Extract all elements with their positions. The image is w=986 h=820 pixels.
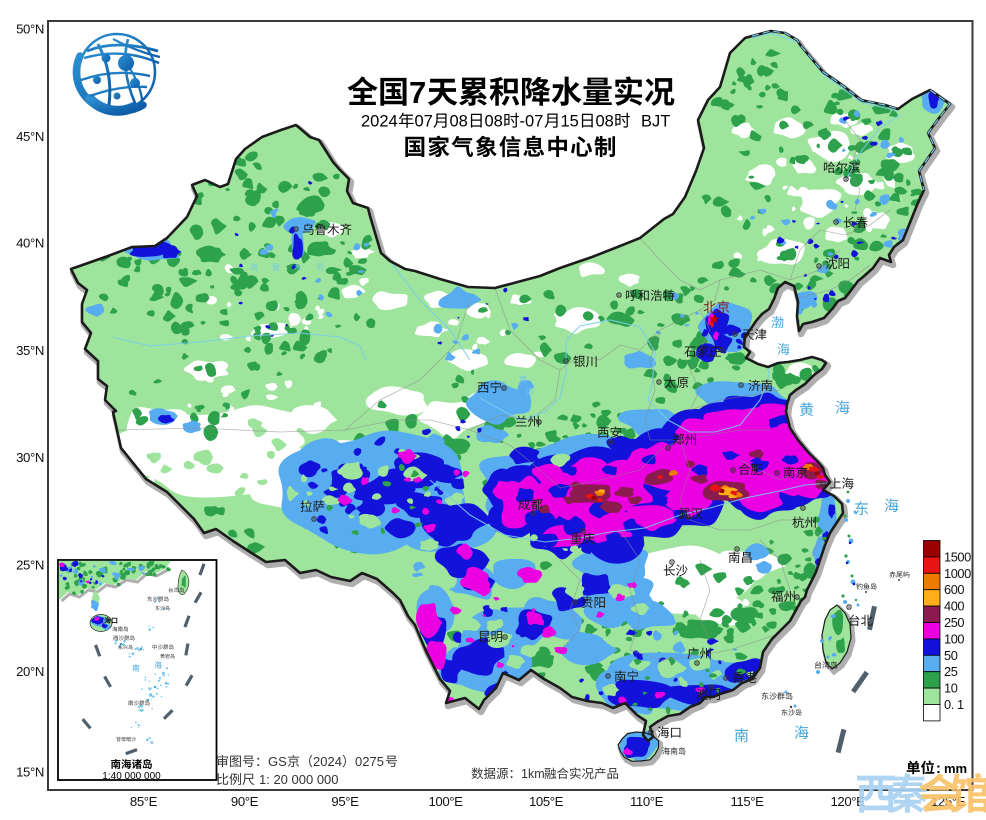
svg-text:1km: 1km bbox=[521, 767, 545, 781]
svg-text:15: 15 bbox=[561, 113, 579, 131]
svg-text:1000: 1000 bbox=[944, 566, 971, 581]
svg-text:85°E: 85°E bbox=[130, 794, 158, 809]
svg-text:15°N: 15°N bbox=[16, 765, 44, 780]
svg-text:50: 50 bbox=[944, 648, 958, 663]
svg-text:08: 08 bbox=[450, 113, 468, 131]
svg-text:90°E: 90°E bbox=[231, 794, 259, 809]
svg-text:0. 1: 0. 1 bbox=[944, 697, 964, 712]
svg-text:08: 08 bbox=[596, 113, 614, 131]
svg-text:100: 100 bbox=[944, 631, 964, 646]
svg-text:30°N: 30°N bbox=[16, 450, 44, 465]
svg-text:10: 10 bbox=[944, 681, 958, 696]
svg-text:100°E: 100°E bbox=[428, 794, 463, 809]
svg-text:115°E: 115°E bbox=[730, 794, 764, 809]
svg-text:35°N: 35°N bbox=[16, 343, 44, 358]
svg-text:120°E: 120°E bbox=[830, 794, 865, 809]
svg-text:20°N: 20°N bbox=[16, 664, 44, 679]
svg-text:1500: 1500 bbox=[944, 549, 971, 564]
svg-text:25: 25 bbox=[944, 664, 958, 679]
svg-text:GS: GS bbox=[268, 754, 287, 769]
svg-text:400: 400 bbox=[944, 599, 964, 614]
svg-text:1: 20 000 000: 1: 20 000 000 bbox=[259, 772, 339, 787]
svg-text:07: 07 bbox=[415, 113, 433, 131]
svg-text:08: 08 bbox=[485, 113, 503, 131]
svg-text:110°E: 110°E bbox=[630, 794, 664, 809]
svg-text:105°E: 105°E bbox=[529, 794, 564, 809]
svg-text:-07: -07 bbox=[520, 113, 544, 131]
svg-text:0275: 0275 bbox=[355, 754, 384, 769]
svg-text:600: 600 bbox=[944, 582, 964, 597]
svg-text:BJT: BJT bbox=[641, 113, 670, 131]
svg-text:2024: 2024 bbox=[361, 113, 398, 131]
svg-text:mm: mm bbox=[944, 761, 967, 776]
svg-text:2024: 2024 bbox=[313, 754, 342, 769]
svg-text:45°N: 45°N bbox=[16, 129, 44, 144]
svg-text:250: 250 bbox=[944, 615, 964, 630]
svg-text::: : bbox=[936, 761, 941, 777]
svg-text:40°N: 40°N bbox=[16, 236, 44, 251]
svg-text:95°E: 95°E bbox=[331, 794, 359, 809]
svg-text:7: 7 bbox=[409, 75, 426, 110]
svg-text:50°N: 50°N bbox=[16, 22, 44, 37]
svg-text:25°N: 25°N bbox=[16, 558, 44, 573]
svg-text:1:40 000 000: 1:40 000 000 bbox=[102, 771, 161, 782]
